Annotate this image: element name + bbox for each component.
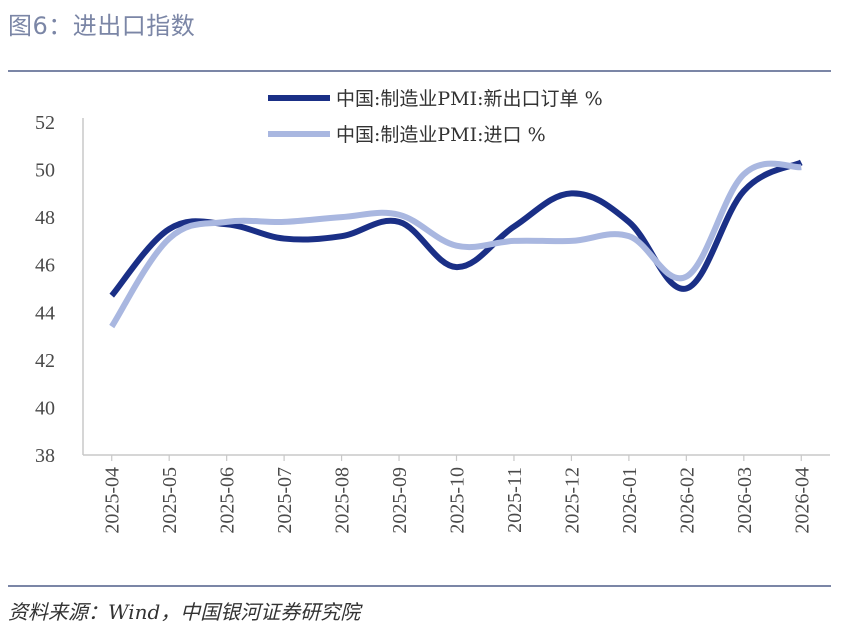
y-tick-label: 44 bbox=[35, 302, 55, 324]
series-line-0 bbox=[109, 159, 803, 298]
x-tick-label: 2025-06 bbox=[217, 467, 239, 534]
legend-label: 中国:制造业PMI:进口 % bbox=[336, 124, 546, 146]
y-tick-label: 50 bbox=[35, 160, 55, 182]
y-tick-label: 52 bbox=[35, 112, 55, 134]
y-tick-label: 38 bbox=[35, 445, 55, 467]
x-tick-label: 2025-10 bbox=[447, 467, 469, 534]
x-tick-label: 2025-09 bbox=[389, 467, 411, 534]
bottom-rule bbox=[8, 585, 831, 587]
legend: 中国:制造业PMI:新出口订单 % 中国:制造业PMI:进口 % bbox=[268, 88, 603, 146]
y-tick-label: 48 bbox=[35, 207, 55, 229]
y-tick-label: 42 bbox=[35, 350, 55, 372]
y-tick-label: 40 bbox=[35, 397, 55, 419]
x-tick-label: 2025-07 bbox=[274, 467, 296, 534]
series-lines bbox=[109, 159, 803, 329]
legend-label: 中国:制造业PMI:新出口订单 % bbox=[336, 88, 603, 110]
top-rule bbox=[8, 70, 831, 72]
source-note: 资料来源：Wind，中国银河证券研究院 bbox=[8, 600, 361, 624]
figure-title: 图6：进出口指数 bbox=[8, 12, 196, 40]
x-tick-label: 2026-02 bbox=[676, 467, 698, 534]
x-tick-label: 2025-05 bbox=[159, 467, 181, 534]
x-tick-label: 2025-11 bbox=[504, 467, 526, 533]
x-tick-label: 2026-01 bbox=[619, 467, 641, 534]
series-line-1 bbox=[109, 160, 802, 329]
y-tick-label: 46 bbox=[35, 255, 55, 277]
x-tick-label: 2025-08 bbox=[332, 467, 354, 534]
y-axis: 38 40 42 44 46 48 50 52 bbox=[35, 112, 84, 467]
x-tick-label: 2026-03 bbox=[734, 467, 756, 534]
x-tick-label: 2025-04 bbox=[102, 467, 124, 534]
x-tick-label: 2025-12 bbox=[561, 467, 583, 534]
x-tick-label: 2026-04 bbox=[791, 467, 813, 534]
x-axis: 2025-04 2025-05 2025-06 2025-07 2025-08 2025-… bbox=[83, 454, 830, 534]
